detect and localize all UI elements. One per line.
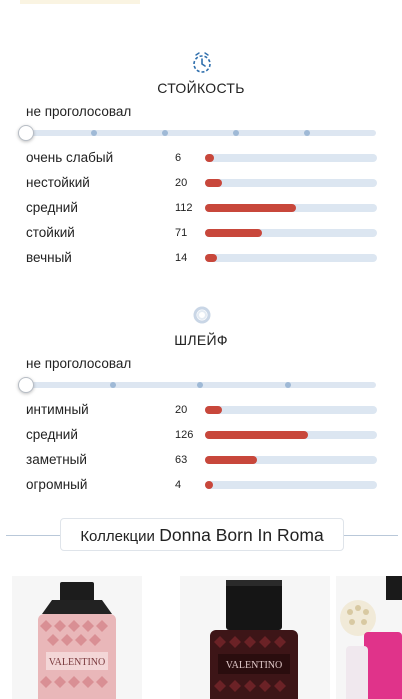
rating-row[interactable]: очень слабый 6 — [0, 148, 402, 168]
longevity-no-vote-label: не проголосовал — [26, 104, 132, 119]
slider-step-dot — [162, 130, 168, 136]
rating-row-count: 20 — [175, 404, 188, 416]
rating-row-label: заметный — [26, 452, 87, 467]
rating-row-label: нестойкий — [26, 175, 90, 190]
rating-bar-fill — [205, 456, 257, 464]
top-strip — [20, 0, 140, 4]
rating-row-label: огромный — [26, 477, 88, 492]
sillage-title: ШЛЕЙФ — [174, 332, 228, 348]
rating-row[interactable]: вечный 14 — [0, 248, 402, 268]
slider-step-dot — [233, 130, 239, 136]
slider-step-dot — [91, 130, 97, 136]
rating-bar-track — [205, 481, 377, 489]
rating-bar-track — [205, 229, 377, 237]
product-card[interactable] — [336, 576, 402, 699]
rating-row-count: 4 — [175, 479, 182, 491]
rating-bar-fill — [205, 204, 296, 212]
collections-name: Donna Born In Roma — [159, 525, 324, 545]
longevity-title: СТОЙКОСТЬ — [157, 80, 245, 96]
slider-step-dot — [197, 382, 203, 388]
clock-icon — [193, 52, 211, 73]
rating-row-label: средний — [26, 200, 78, 215]
rating-row-label: стойкий — [26, 225, 75, 240]
collections-heading[interactable]: Коллекции Donna Born In Roma — [60, 518, 344, 551]
rating-bar-track — [205, 204, 377, 212]
slider-step-dot — [304, 130, 310, 136]
rating-bar-fill — [205, 481, 213, 489]
product-card[interactable]: VALENTINO — [12, 576, 142, 699]
slider-step-dot — [110, 382, 116, 388]
sillage-ring-icon — [193, 306, 211, 324]
rating-bar-fill — [205, 406, 222, 414]
rating-row-count: 126 — [175, 429, 194, 441]
rating-bar-track — [205, 154, 377, 162]
dark-red-studded-perfume-bottle: VALENTINO — [210, 580, 298, 699]
sillage-no-vote-label: не проголосовал — [26, 356, 132, 371]
rating-bar-track — [205, 406, 377, 414]
rating-row-count: 20 — [175, 177, 188, 189]
rating-row[interactable]: стойкий 71 — [0, 223, 402, 243]
sillage-slider-knob[interactable] — [18, 377, 34, 393]
rating-bar-track — [205, 456, 377, 464]
rating-row-count: 6 — [175, 152, 182, 164]
rating-row[interactable]: огромный 4 — [0, 475, 402, 495]
rating-bar-fill — [205, 254, 217, 262]
rating-row-count: 63 — [175, 454, 188, 466]
rating-row-label: вечный — [26, 250, 72, 265]
product-card[interactable]: VALENTINO — [180, 576, 330, 699]
rating-row-label: очень слабый — [26, 150, 114, 165]
longevity-vote-slider[interactable] — [18, 130, 376, 136]
pink-studded-perfume-bottle: VALENTINO — [38, 582, 116, 699]
rating-bar-fill — [205, 154, 214, 162]
brand-mark: VALENTINO — [226, 660, 282, 671]
brand-mark: VALENTINO — [49, 657, 105, 668]
rating-row-count: 14 — [175, 252, 188, 264]
rating-row[interactable]: заметный 63 — [0, 450, 402, 470]
rating-bar-track — [205, 179, 377, 187]
rating-bar-track — [205, 254, 377, 262]
rating-row-count: 112 — [175, 202, 193, 214]
rating-row[interactable]: интимный 20 — [0, 400, 402, 420]
rating-row-count: 71 — [175, 227, 188, 239]
magenta-studded-perfume-bottle — [340, 576, 402, 699]
slider-step-dot — [285, 382, 291, 388]
rating-bar-track — [205, 431, 377, 439]
rating-bar-fill — [205, 179, 222, 187]
rating-bar-fill — [205, 229, 262, 237]
rating-row[interactable]: нестойкий 20 — [0, 173, 402, 193]
rating-row[interactable]: средний 126 — [0, 425, 402, 445]
rating-row-label: средний — [26, 427, 78, 442]
rating-row[interactable]: средний 112 — [0, 198, 402, 218]
rating-row-label: интимный — [26, 402, 89, 417]
longevity-slider-knob[interactable] — [18, 125, 34, 141]
collections-prefix: Коллекции — [80, 528, 155, 545]
sillage-vote-slider[interactable] — [18, 382, 376, 388]
rating-bar-fill — [205, 431, 308, 439]
